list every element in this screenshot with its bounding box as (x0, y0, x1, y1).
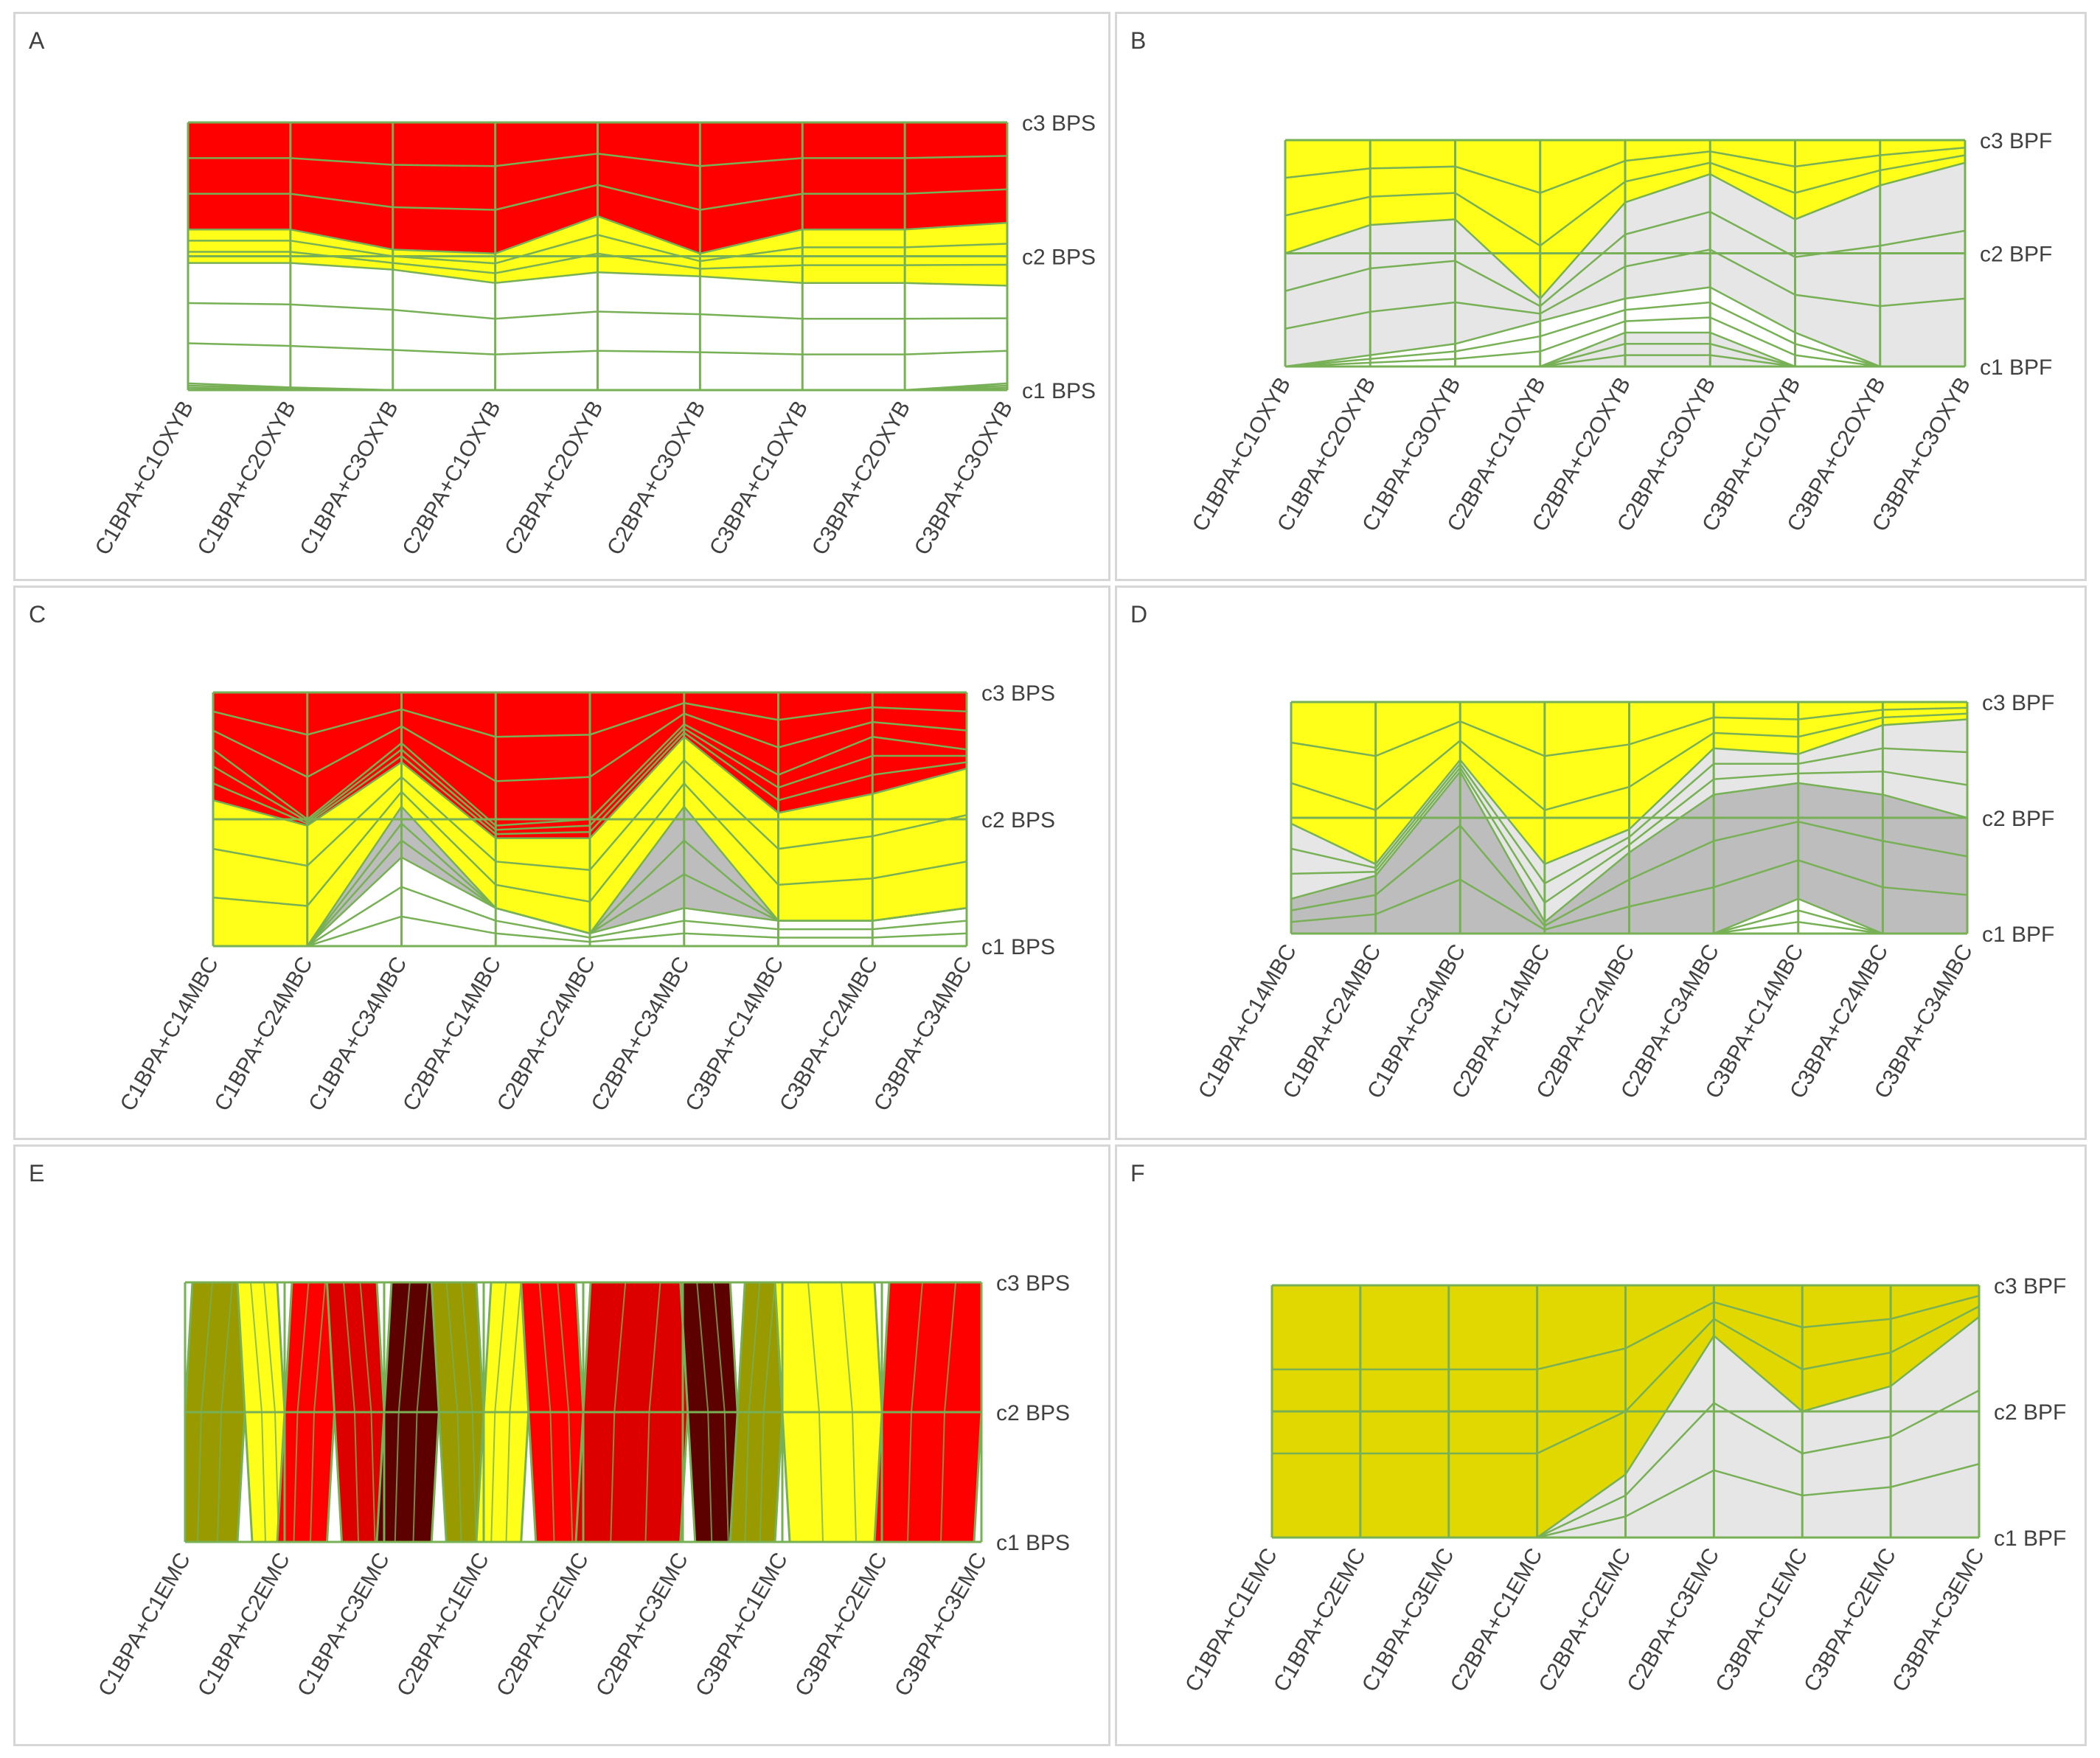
x-tick-label-7: C3BPA+C14MBC (681, 953, 788, 1115)
x-tick-label-1: C1BPA+C14MBC (116, 953, 223, 1115)
x-tick-label-2: C1BPA+C2OXYB (193, 397, 301, 559)
chart-a: c1 BPS c2 BPS c3 BPS C1BPA+C1OXYBC1BPA+C2OX… (91, 111, 1096, 559)
x-tick-label-6: C2BPA+C3OXYB (602, 397, 710, 559)
contour-line (1291, 897, 1967, 934)
panel-d-label: D (1130, 601, 1148, 628)
x-tick-label-6: C2BPA+C3EMC (591, 1549, 693, 1700)
y-tick-label-3: c3 BPS (996, 1271, 1070, 1296)
contour-line (1291, 909, 1967, 934)
x-tick-label-3: C1BPA+C3EMC (293, 1549, 394, 1700)
chart-e: c1 BPS c2 BPS c3 BPS C1BPA+C1EMCC1BPA+C2EMC… (94, 1271, 1070, 1700)
y-tick-label-2: c2 BPS (996, 1401, 1070, 1425)
y-tick-label-3: c3 BPF (1980, 129, 2052, 153)
panel-b-label: B (1130, 27, 1147, 54)
x-tick-label-5: C2BPA+C2OXYB (500, 397, 608, 559)
x-tick-label-8: C3BPA+C2OXYB (807, 397, 915, 559)
x-tick-label-3: C1BPA+C3OXYB (296, 397, 403, 559)
x-tick-label-2: C1BPA+C2EMC (1269, 1544, 1371, 1696)
x-tick-label-1: C1BPA+C1EMC (1181, 1544, 1282, 1696)
x-tick-label-4: C2BPA+C1EMC (392, 1549, 494, 1700)
y-tick-label-2: c2 BPS (981, 808, 1055, 833)
panel-c-label: C (29, 601, 46, 628)
x-tick-label-1: C1BPA+C1OXYB (91, 397, 198, 559)
x-tick-label-9: C3BPA+C3OXYB (1868, 373, 1975, 535)
contour-line (188, 382, 1007, 390)
x-tick-label-5: C2BPA+C24MBC (493, 953, 600, 1115)
y-tick-label-1: c1 BPS (981, 935, 1055, 959)
x-tick-label-9: C3BPA+C3OXYB (910, 397, 1018, 559)
x-tick-label-2: C1BPA+C2EMC (193, 1549, 295, 1700)
y-tick-label-1: c1 BPF (1994, 1526, 2066, 1551)
panel-a-label: A (29, 27, 45, 54)
y-tick-label-3: c3 BPS (1022, 111, 1096, 136)
x-tick-label-9: C3BPA+C34MBC (869, 953, 977, 1115)
x-tick-label-8: C3BPA+C2EMC (790, 1549, 892, 1700)
x-tick-label-3: C1BPA+C34MBC (304, 953, 411, 1115)
x-tick-label-8: C3BPA+C2EMC (1799, 1544, 1901, 1696)
y-tick-label-2: c2 BPS (1022, 246, 1096, 270)
x-tick-label-1: C1BPA+C1EMC (94, 1549, 195, 1700)
panel-e: E c1 BPS c2 BPS c3 BPS C1BPA+C1EMC C1BPA+C2E… (13, 1144, 1110, 1746)
panel-e-label: E (29, 1160, 45, 1187)
x-tick-label-7: C3BPA+C1EMC (1711, 1544, 1812, 1696)
x-tick-label-6: C2BPA+C34MBC (587, 953, 695, 1115)
x-tick-label-5: C2BPA+C2EMC (1534, 1544, 1636, 1696)
x-tick-label-7: C3BPA+C1EMC (691, 1549, 793, 1700)
y-tick-label-3: c3 BPF (1994, 1274, 2066, 1299)
x-tick-label-5: C2BPA+C2EMC (492, 1549, 594, 1700)
y-tick-label-2: c2 BPF (1980, 243, 2052, 267)
y-tick-label-1: c1 BPF (1982, 923, 2054, 947)
y-tick-label-2: c2 BPF (1982, 807, 2054, 831)
x-tick-label-4: C2BPA+C14MBC (398, 953, 506, 1115)
x-tick-label-6: C2BPA+C3EMC (1623, 1544, 1725, 1696)
x-tick-label-9: C3BPA+C3EMC (890, 1549, 992, 1700)
x-tick-label-3: C1BPA+C3EMC (1357, 1544, 1459, 1696)
y-tick-label-1: c1 BPS (1022, 379, 1096, 403)
panel-c: C c1 BPS c2 BPS c3 BPS C1BPA+C14MBC C1BPA+C2… (13, 586, 1110, 1140)
panel-d: D c1 BPF c2 BPF c3 BPF C1BPA+C14MBC C1BPA+C2… (1115, 586, 2087, 1140)
panel-f-label: F (1130, 1160, 1145, 1187)
x-tick-label-4: C2BPA+C1OXYB (397, 397, 505, 559)
chart-f: c1 BPF c2 BPF c3 BPF C1BPA+C1EMCC1BPA+C2EMC… (1181, 1274, 2066, 1696)
panel-a: A c1 BPS c2 BPS c3 BPS C1BPA+C1OXYB C1BPA+C2… (13, 12, 1110, 581)
y-tick-label-2: c2 BPF (1994, 1400, 2066, 1425)
panel-f: F c1 BPF c2 BPF c3 BPF C1BPA+C1EMC C1BPA+C2E… (1115, 1144, 2087, 1746)
x-tick-label-2: C1BPA+C24MBC (210, 953, 318, 1115)
x-tick-label-4: C2BPA+C1EMC (1446, 1544, 1548, 1696)
chart-c: c1 BPS c2 BPS c3 BPS C1BPA+C14MBCC1BPA+C24M… (116, 681, 1055, 1115)
x-tick-label-9: C3BPA+C3EMC (1888, 1544, 1989, 1696)
y-tick-label-3: c3 BPF (1982, 691, 2054, 715)
x-tick-label-8: C3BPA+C24MBC (775, 953, 883, 1115)
y-tick-label-3: c3 BPS (981, 681, 1055, 706)
contour-line (1291, 921, 1967, 934)
y-tick-label-1: c1 BPS (996, 1531, 1070, 1555)
y-tick-label-1: c1 BPF (1980, 355, 2052, 380)
x-tick-label-7: C3BPA+C1OXYB (705, 397, 813, 559)
panel-b: B c1 BPF c2 BPF c3 BPF C1BPA+C1OXYB C1BPA+C2… (1115, 12, 2087, 581)
